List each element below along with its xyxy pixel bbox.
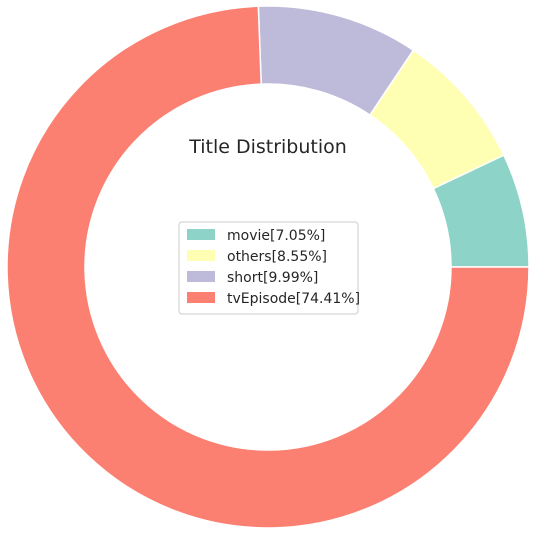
legend-swatch-tvepisode bbox=[187, 292, 215, 303]
legend-label-tvepisode: tvEpisode[74.41%] bbox=[227, 291, 360, 307]
legend: movie[7.05%] others[8.55%] short[9.99%] tvE… bbox=[178, 221, 360, 315]
legend-swatch-others bbox=[187, 250, 215, 261]
legend-swatch-short bbox=[187, 271, 215, 282]
legend-swatch-movie bbox=[187, 229, 215, 240]
slice-tvepisode bbox=[6, 5, 530, 529]
donut-slices bbox=[6, 5, 530, 529]
legend-label-others: others[8.55%] bbox=[227, 249, 327, 265]
legend-label-short: short[9.99%] bbox=[227, 270, 318, 286]
legend-label-movie: movie[7.05%] bbox=[227, 228, 325, 244]
chart-title: Title Distribution bbox=[188, 136, 347, 158]
legend-frame bbox=[178, 221, 359, 315]
